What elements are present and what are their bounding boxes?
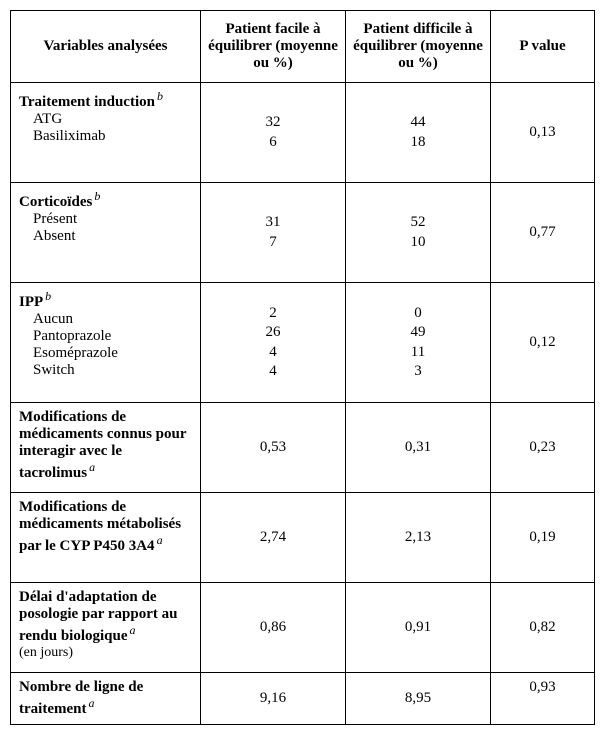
value: 3 (354, 362, 482, 382)
variable-sublabel: Présent (19, 211, 192, 228)
table-row: Modifications de médicaments connus pour… (11, 403, 595, 493)
variable-label: IPP (19, 294, 43, 310)
analysis-table: Variables analysées Patient facile à équ… (10, 10, 595, 725)
value: 6 (209, 133, 337, 153)
easy-value: 2,74 (201, 493, 346, 583)
table-row: Traitement inductionbATGBasiliximab32644… (11, 83, 595, 183)
value: 10 (354, 233, 482, 253)
variable-label: Corticoïdes (19, 194, 92, 210)
p-value: 0,93 (491, 673, 595, 725)
value: 0,31 (354, 438, 482, 458)
hard-value: 0,91 (346, 583, 491, 673)
variable-sublabel: Pantoprazole (19, 328, 192, 345)
hard-value: 0,31 (346, 403, 491, 493)
easy-value: 0,53 (201, 403, 346, 493)
value: 11 (354, 343, 482, 363)
superscript: b (92, 189, 100, 203)
variable-sublabel: ATG (19, 111, 192, 128)
table-row: Nombre de ligne de traitementa 9,16 8,95 0,… (11, 673, 595, 725)
easy-value: 9,16 (201, 673, 346, 725)
value: 18 (354, 133, 482, 153)
value: 31 (209, 213, 337, 233)
value: 0,53 (209, 438, 337, 458)
variable-cell: Nombre de ligne de traitementa (11, 673, 201, 725)
table-row: Modifications de médicaments métabolisés… (11, 493, 595, 583)
header-pvalue: P value (491, 11, 595, 83)
value: 26 (209, 323, 337, 343)
value: 52 (354, 213, 482, 233)
variable-cell: Délai d'adaptation de posologie par rapp… (11, 583, 201, 673)
value: 8,95 (354, 689, 482, 709)
p-value: 0,82 (491, 583, 595, 673)
p-value: 0,12 (491, 283, 595, 403)
variable-note: (en jours) (19, 645, 192, 661)
value: 49 (354, 323, 482, 343)
variable-cell: Modifications de médicaments métabolisés… (11, 493, 201, 583)
p-value: 0,19 (491, 493, 595, 583)
hard-value: 2,13 (346, 493, 491, 583)
value: 4 (209, 343, 337, 363)
header-variables: Variables analysées (11, 11, 201, 83)
table-row: CorticoïdesbPrésentAbsent31752100,77 (11, 183, 595, 283)
value: 4 (209, 362, 337, 382)
easy-value: 326 (201, 83, 346, 183)
p-value: 0,13 (491, 83, 595, 183)
header-easy: Patient facile à équilibrer (moyenne ou … (201, 11, 346, 83)
variable-sublabel: Esoméprazole (19, 345, 192, 362)
variable-label: Traitement induction (19, 94, 155, 110)
variable-label: Délai d'adaptation de posologie par rapp… (19, 589, 178, 644)
table-header-row: Variables analysées Patient facile à équ… (11, 11, 595, 83)
superscript: b (155, 89, 163, 103)
superscript: a (87, 460, 95, 474)
superscript: a (128, 623, 136, 637)
value: 0,91 (354, 618, 482, 638)
p-value: 0,23 (491, 403, 595, 493)
hard-value: 8,95 (346, 673, 491, 725)
value: 32 (209, 113, 337, 133)
value: 0 (354, 304, 482, 324)
header-hard: Patient difficile à équilibrer (moyenne … (346, 11, 491, 83)
variable-cell: Traitement inductionb ATGBasiliximab (11, 83, 201, 183)
superscript: a (86, 696, 94, 710)
table-row: IPPb AucunPantoprazoleEsoméprazoleSwitch 2… (11, 283, 595, 403)
superscript: a (155, 533, 163, 547)
table-body: Traitement inductionbATGBasiliximab32644… (11, 83, 595, 725)
value: 7 (209, 233, 337, 253)
hard-value: 4418 (346, 83, 491, 183)
variable-label: Nombre de ligne de traitement (19, 679, 143, 717)
easy-value: 0,86 (201, 583, 346, 673)
value: 9,16 (209, 689, 337, 709)
variable-sublabel: Absent (19, 228, 192, 245)
value: 0,86 (209, 618, 337, 638)
value: 2 (209, 304, 337, 324)
hard-value: 5210 (346, 183, 491, 283)
variable-sublabel: Aucun (19, 311, 192, 328)
value: 2,13 (354, 528, 482, 548)
variable-cell: Corticoïdesb PrésentAbsent (11, 183, 201, 283)
table-row: Délai d'adaptation de posologie par rapp… (11, 583, 595, 673)
superscript: b (43, 289, 51, 303)
value: 44 (354, 113, 482, 133)
variable-cell: Modifications de médicaments connus pour… (11, 403, 201, 493)
easy-value: 317 (201, 183, 346, 283)
hard-value: 049113 (346, 283, 491, 403)
variable-label: Modifications de médicaments connus pour… (19, 409, 186, 481)
variable-sublabel: Basiliximab (19, 128, 192, 145)
easy-value: 22644 (201, 283, 346, 403)
value: 2,74 (209, 528, 337, 548)
p-value: 0,77 (491, 183, 595, 283)
variable-sublabel: Switch (19, 362, 192, 379)
variable-cell: IPPb AucunPantoprazoleEsoméprazoleSwitch (11, 283, 201, 403)
